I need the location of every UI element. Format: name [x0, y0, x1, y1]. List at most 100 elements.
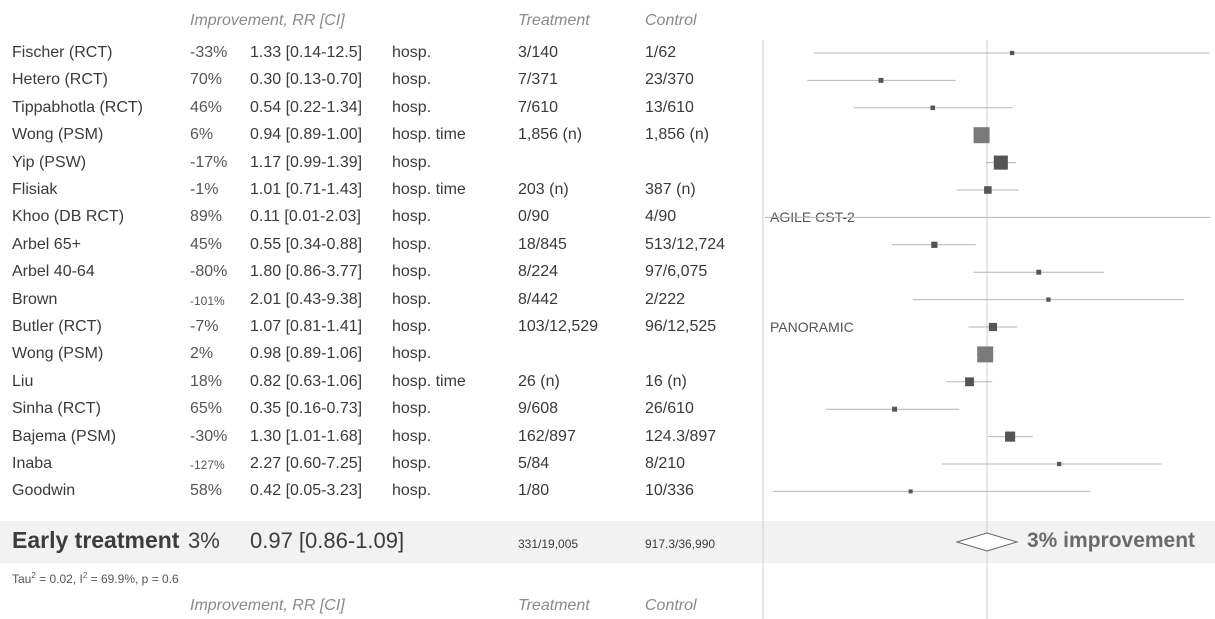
effect-box: [984, 186, 992, 194]
study-treatment: 1/80: [518, 482, 550, 500]
study-name: Hetero (RCT): [12, 71, 109, 89]
study-treatment: 18/845: [518, 235, 567, 253]
study-control: 4/90: [645, 208, 677, 226]
study-improvement: 45%: [190, 235, 223, 253]
effect-box: [965, 377, 974, 387]
summary-diamond: [955, 532, 1019, 552]
study-name: Khoo (DB RCT): [12, 208, 125, 226]
study-rr: 0.55 [0.34-0.88]: [250, 235, 363, 253]
effect-box: [1057, 461, 1062, 467]
study-name: Yip (PSW): [12, 153, 87, 171]
study-control: 124.3/897: [645, 427, 717, 445]
study-rr: 0.30 [0.13-0.70]: [250, 71, 363, 89]
study-treatment: 1,856 (n): [518, 126, 583, 144]
study-improvement: -30%: [190, 427, 228, 445]
study-improvement: -80%: [190, 263, 228, 281]
effect-box: [1005, 431, 1016, 442]
summary-control: 917.3/36,990: [645, 537, 716, 551]
study-control: 23/370: [645, 71, 694, 89]
study-rr: 2.27 [0.60-7.25]: [250, 455, 363, 472]
effect-box: [931, 241, 938, 248]
study-improvement: 65%: [190, 400, 223, 418]
study-improvement: 89%: [190, 208, 223, 226]
summary-label: 3% improvement: [1027, 529, 1196, 552]
study-improvement: -101%: [190, 293, 225, 308]
effect-box: [973, 127, 990, 144]
study-treatment: 7/610: [518, 98, 559, 116]
study-improvement: 46%: [190, 98, 223, 116]
study-rr: 0.42 [0.05-3.23]: [250, 482, 363, 500]
study-treatment: 9/608: [518, 400, 559, 418]
study-outcome: hosp.: [392, 98, 432, 116]
study-outcome: hosp.: [392, 427, 432, 445]
study-treatment: 8/224: [518, 263, 559, 281]
summary-improvement: 3%: [188, 528, 220, 553]
study-outcome: hosp.: [392, 71, 432, 89]
study-control: 1/62: [645, 44, 677, 61]
effect-box: [1046, 297, 1051, 302]
header-treatment: Treatment: [518, 12, 590, 29]
study-treatment: 26 (n): [518, 372, 560, 390]
effect-box: [988, 322, 998, 332]
study-outcome: hosp.: [392, 455, 432, 472]
study-rr: 1.01 [0.71-1.43]: [250, 181, 363, 198]
study-treatment: 3/140: [518, 44, 559, 61]
study-rr: 1.07 [0.81-1.41]: [250, 318, 363, 335]
study-name: Flisiak: [12, 181, 58, 198]
summary-name: Early treatment: [12, 527, 180, 553]
study-control: 26/610: [645, 400, 694, 418]
heterogeneity-stats: Tau2 = 0.02, I2 = 69.9%, p = 0.6: [12, 571, 179, 586]
study-treatment: 8/442: [518, 290, 559, 308]
study-control: 16 (n): [645, 372, 687, 390]
study-name: Inaba: [12, 455, 53, 472]
study-control: 513/12,724: [645, 235, 726, 253]
study-improvement: 6%: [190, 126, 214, 144]
study-outcome: hosp.: [392, 263, 432, 281]
study-improvement: 2%: [190, 345, 214, 363]
study-treatment: 0/90: [518, 208, 550, 226]
het-rest: = 69.9%, p = 0.6: [87, 572, 179, 586]
study-outcome: hosp.: [392, 235, 432, 253]
study-control: 2/222: [645, 290, 686, 308]
tau-value: = 0.02, I: [35, 572, 83, 586]
summary-rr: 0.97 [0.86-1.09]: [250, 528, 405, 553]
study-control: 8/210: [645, 455, 686, 472]
study-improvement: 18%: [190, 372, 223, 390]
study-improvement: -17%: [190, 153, 228, 171]
study-outcome: hosp.: [392, 153, 432, 171]
study-rr: 1.33 [0.14-12.5]: [250, 44, 363, 61]
study-outcome: hosp.: [392, 345, 432, 363]
study-name: Fischer (RCT): [12, 44, 113, 61]
study-name: Liu: [12, 372, 34, 390]
effect-box: [1009, 50, 1015, 56]
i-sup: 2: [82, 571, 88, 580]
study-control: 96/12,525: [645, 318, 717, 335]
study-name: Brown: [12, 290, 58, 308]
study-improvement: -1%: [190, 181, 219, 198]
study-rr: 1.30 [1.01-1.68]: [250, 427, 363, 445]
study-rr: 0.98 [0.89-1.06]: [250, 345, 363, 363]
footer-improvement: Improvement, RR [CI]: [190, 597, 345, 614]
study-outcome: hosp.: [392, 400, 432, 418]
study-outcome: hosp.: [392, 44, 432, 61]
study-rr: 1.17 [0.99-1.39]: [250, 153, 363, 171]
study-outcome: hosp.: [392, 208, 432, 226]
tau-label: Tau: [12, 572, 32, 586]
study-outcome: hosp.: [392, 482, 432, 500]
study-rr: 0.94 [0.89-1.00]: [250, 126, 363, 144]
study-outcome: hosp. time: [392, 126, 466, 144]
study-control: 10/336: [645, 482, 694, 500]
study-name: Wong (PSM): [12, 345, 104, 363]
study-rr: 1.80 [0.86-3.77]: [250, 263, 363, 281]
study-name: Tippabhotla (RCT): [12, 98, 144, 116]
study-outcome: hosp.: [392, 318, 432, 335]
footer-control: Control: [645, 597, 697, 614]
tau-sup: 2: [31, 571, 36, 580]
effect-box: [878, 77, 884, 83]
study-name: Bajema (PSM): [12, 427, 117, 445]
header-improvement: Improvement, RR [CI]: [190, 12, 345, 29]
study-outcome: hosp. time: [392, 181, 466, 198]
study-treatment: 5/84: [518, 455, 550, 472]
study-control: 387 (n): [645, 181, 696, 198]
effect-box: [930, 105, 936, 111]
